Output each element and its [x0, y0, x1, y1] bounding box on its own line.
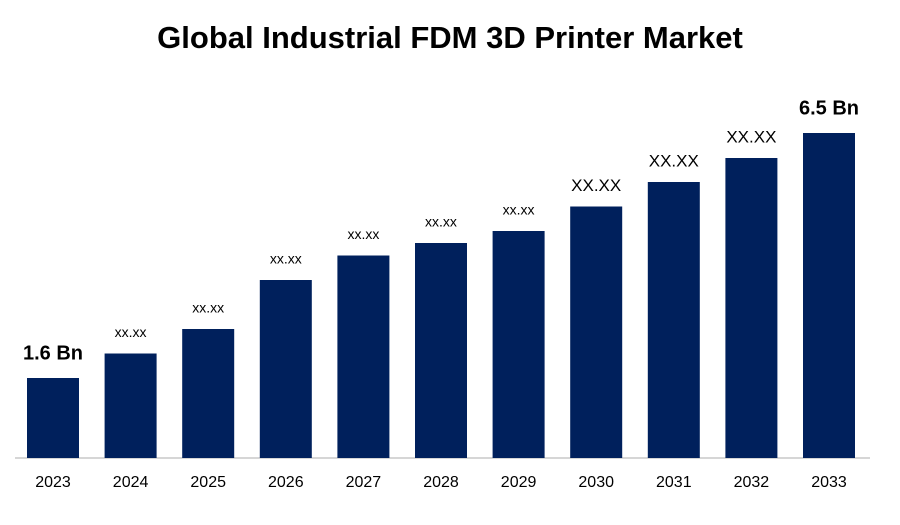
bar: [259, 280, 312, 458]
bar: [803, 133, 855, 458]
x-tick-label: 2025: [190, 474, 226, 491]
bar: [337, 255, 390, 458]
x-tick-label: 2023: [35, 474, 71, 491]
x-tick-label: 2033: [811, 474, 847, 491]
bar: [725, 158, 778, 458]
value-label: 6.5 Bn: [799, 97, 859, 119]
value-label: 1.6 Bn: [23, 342, 83, 364]
x-tick-label: 2028: [423, 474, 459, 491]
x-tick-label: 2032: [734, 474, 770, 491]
x-tick-label: 2026: [268, 474, 304, 491]
bar: [182, 329, 235, 458]
value-label: XX.XX: [571, 176, 621, 195]
value-label: xx.xx: [192, 300, 224, 316]
x-tick-label: 2024: [113, 474, 149, 491]
value-label: XX.XX: [726, 127, 776, 146]
bar: [492, 231, 545, 458]
value-label: XX.XX: [649, 151, 699, 170]
x-tick-label: 2029: [501, 474, 537, 491]
value-label: xx.xx: [425, 214, 457, 230]
bar: [104, 353, 157, 458]
bar: [570, 206, 623, 458]
x-tick-label: 2030: [578, 474, 614, 491]
bar: [647, 182, 700, 458]
x-tick-label: 2031: [656, 474, 692, 491]
chart-title: Global Industrial FDM 3D Printer Market: [157, 20, 743, 55]
x-tick-label: 2027: [346, 474, 382, 491]
value-label: xx.xx: [115, 324, 147, 340]
value-label: xx.xx: [347, 226, 379, 242]
value-label: xx.xx: [270, 251, 302, 267]
bar: [415, 243, 467, 458]
bar: [27, 378, 79, 458]
value-label: xx.xx: [503, 202, 535, 218]
